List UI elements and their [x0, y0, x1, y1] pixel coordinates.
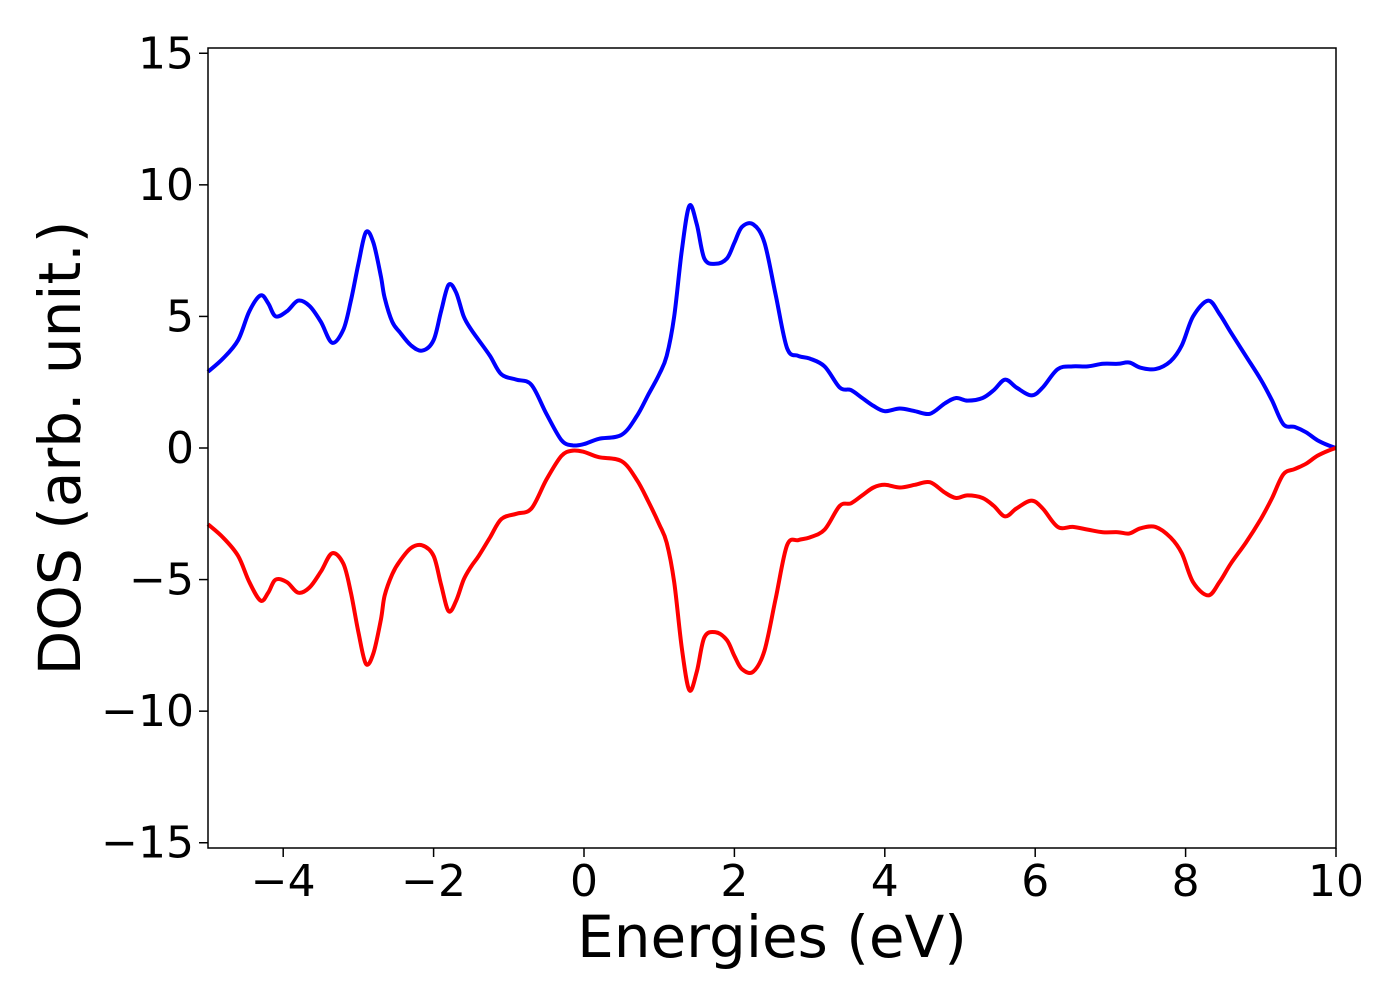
y-tick-label: 5: [166, 291, 194, 342]
dos-series-line-up: [206, 203, 1337, 450]
y-tick-label: −15: [101, 818, 194, 869]
x-tick-label: −2: [401, 856, 466, 907]
plot-area-frame: [207, 47, 1337, 849]
y-tick-label: 0: [166, 423, 194, 474]
x-tick-label: 0: [570, 856, 598, 907]
x-tick-label: 4: [871, 856, 899, 907]
x-axis-label: Energies (eV): [577, 903, 967, 971]
y-tick-label: 15: [138, 28, 194, 79]
y-axis: −15 −10 −5 0 5 10 15: [101, 28, 208, 869]
x-tick-label: 6: [1021, 856, 1049, 907]
x-tick-label: 8: [1172, 856, 1200, 907]
y-axis-label: DOS (arb. unit.): [26, 221, 94, 676]
x-tick-label: 2: [720, 856, 748, 907]
series-layer: [206, 203, 1337, 693]
x-tick-label: 10: [1308, 856, 1364, 907]
y-tick-label: −5: [129, 555, 194, 606]
y-tick-label: 10: [138, 160, 194, 211]
y-tick-label: −10: [101, 686, 194, 737]
x-tick-label: −4: [251, 856, 316, 907]
dos-series-line-down: [206, 446, 1337, 693]
x-axis: −4 −2 0 2 4 6 8 10: [251, 848, 1364, 907]
